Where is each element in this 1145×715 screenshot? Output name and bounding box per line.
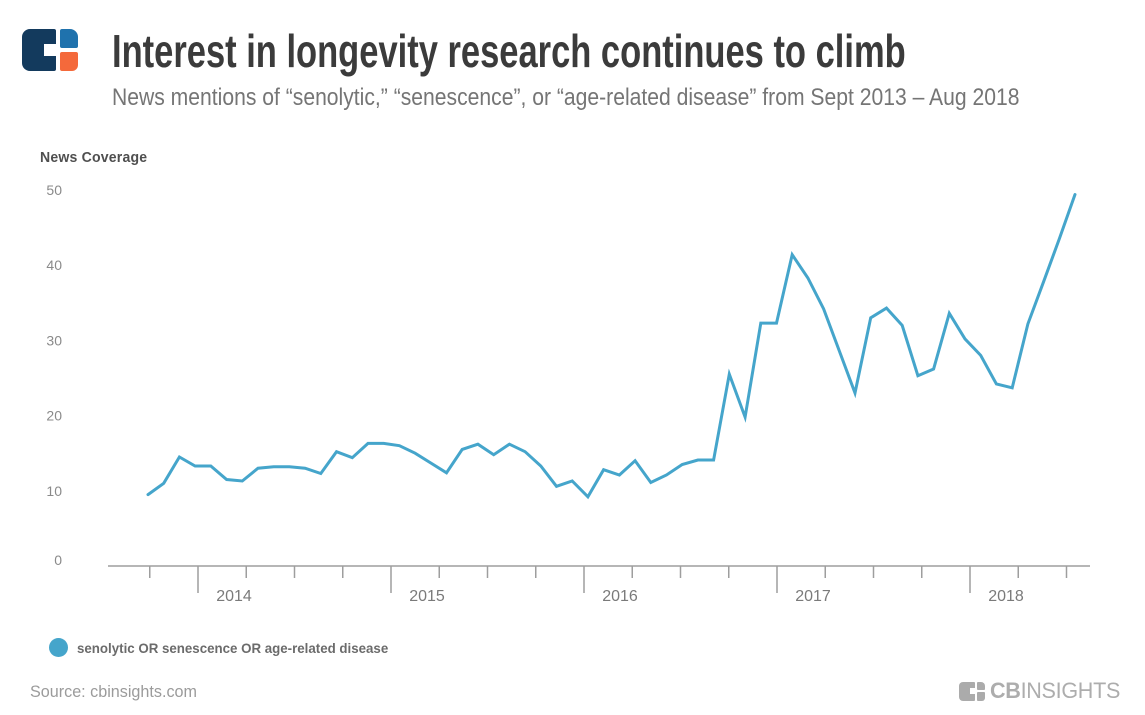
x-axis-year-label: 2015 bbox=[409, 588, 445, 605]
y-axis-tick-label: 40 bbox=[46, 257, 62, 273]
footer-brand: CBINSIGHTS bbox=[959, 678, 1123, 704]
legend-label: senolytic OR senescence OR age-related d… bbox=[77, 640, 389, 656]
page-title: Interest in longevity research continues… bbox=[112, 25, 906, 77]
source-credit: Source: cbinsights.com bbox=[30, 682, 197, 701]
x-axis-year-label: 2017 bbox=[795, 588, 831, 605]
legend-marker-dot bbox=[49, 638, 68, 657]
y-axis-tick-label: 50 bbox=[46, 182, 62, 198]
y-axis-tick-label: 20 bbox=[46, 408, 62, 424]
footer-brand-insights: INSIGHTS bbox=[1020, 678, 1121, 703]
x-axis-year-label: 2016 bbox=[602, 588, 638, 605]
cb-insights-footer-icon bbox=[959, 681, 986, 701]
y-axis-tick-label: 10 bbox=[46, 483, 62, 499]
trend-line bbox=[146, 193, 1077, 500]
footer-brand-text: CBINSIGHTS bbox=[990, 678, 1120, 704]
logo-block-orange bbox=[59, 51, 78, 71]
y-axis-title: News Coverage bbox=[40, 150, 148, 166]
cb-insights-logo-icon bbox=[22, 29, 78, 71]
logo-block-blue bbox=[59, 29, 78, 49]
logo-block-navy bbox=[22, 29, 57, 71]
footer-brand-cb: CB bbox=[990, 678, 1021, 703]
trend-chart: 0 10 20 30 40 50 2014 2015 2016 2017 2018 bbox=[46, 182, 1090, 605]
x-axis-year-label: 2018 bbox=[988, 588, 1024, 605]
page-subtitle: News mentions of “senolytic,” “senescenc… bbox=[112, 84, 1020, 111]
x-axis-year-label: 2014 bbox=[216, 588, 252, 605]
y-axis-tick-label: 30 bbox=[46, 332, 62, 348]
y-axis-tick-label: 0 bbox=[54, 552, 62, 568]
